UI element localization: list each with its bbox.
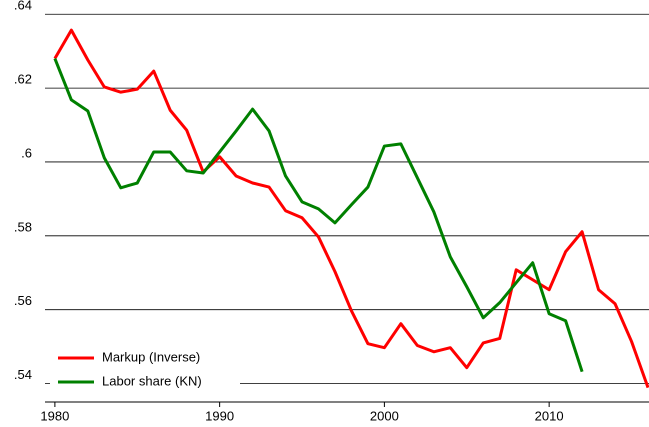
- y-tick-label: .54: [14, 367, 32, 382]
- y-tick-label: .64: [14, 0, 32, 13]
- x-tick-label: 1980: [40, 408, 69, 423]
- legend-box: [50, 344, 240, 394]
- data-line: [53, 57, 584, 373]
- y-tick-label: .58: [14, 219, 32, 234]
- x-tick-label: 1990: [205, 408, 234, 423]
- y-tick-label: .62: [14, 72, 32, 87]
- legend-label: Labor share (KN): [102, 373, 202, 388]
- data-line: [53, 28, 649, 389]
- x-tick-label: 2000: [370, 408, 399, 423]
- y-tick-label: .56: [14, 293, 32, 308]
- y-tick-label: .6: [21, 145, 32, 160]
- legend-label: Markup (Inverse): [102, 349, 200, 364]
- x-tick-label: 2010: [535, 408, 564, 423]
